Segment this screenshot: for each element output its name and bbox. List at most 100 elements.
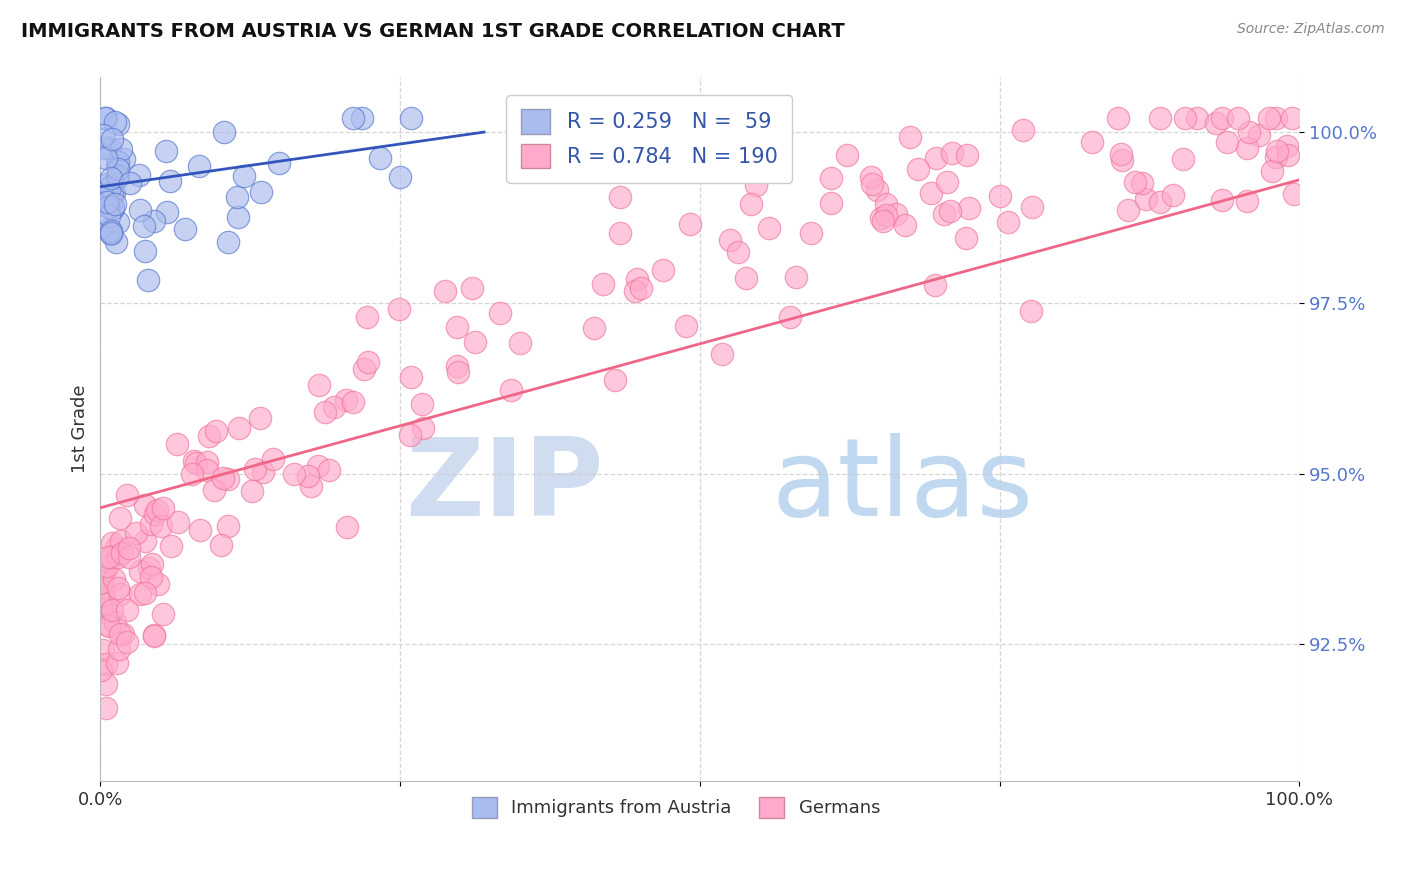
Point	[100, 141, 122, 155]
Point	[188, 523, 211, 537]
Point	[107, 550, 129, 565]
Point	[745, 178, 768, 193]
Point	[884, 207, 907, 221]
Point	[509, 335, 531, 350]
Point	[107, 215, 129, 229]
Point	[609, 226, 631, 240]
Point	[98, 180, 121, 194]
Point	[820, 196, 842, 211]
Point	[907, 162, 929, 177]
Point	[98, 200, 121, 214]
Point	[1135, 192, 1157, 206]
Point	[94, 592, 117, 607]
Point	[134, 498, 156, 512]
Point	[211, 471, 233, 485]
Point	[1275, 139, 1298, 153]
Point	[626, 272, 648, 286]
Point	[98, 209, 121, 223]
Point	[249, 411, 271, 425]
Point	[152, 500, 174, 515]
Point	[97, 618, 120, 632]
Point	[101, 132, 124, 146]
Point	[924, 277, 946, 292]
Point	[318, 463, 340, 477]
Point	[134, 244, 156, 259]
Point	[501, 383, 523, 397]
Point	[96, 677, 118, 691]
Text: IMMIGRANTS FROM AUSTRIA VS GERMAN 1ST GRADE CORRELATION CHART: IMMIGRANTS FROM AUSTRIA VS GERMAN 1ST GR…	[21, 22, 845, 41]
Point	[243, 462, 266, 476]
Point	[156, 204, 179, 219]
Point	[100, 227, 122, 242]
Point	[91, 588, 114, 602]
Point	[94, 657, 117, 671]
Point	[138, 561, 160, 575]
Point	[322, 401, 344, 415]
Point	[609, 190, 631, 204]
Point	[1249, 128, 1271, 142]
Point	[1265, 144, 1288, 158]
Point	[1236, 141, 1258, 155]
Point	[464, 334, 486, 349]
Point	[389, 169, 412, 184]
Point	[93, 605, 115, 619]
Point	[446, 359, 468, 374]
Point	[134, 219, 156, 233]
Point	[118, 550, 141, 565]
Point	[90, 186, 112, 201]
Legend: Immigrants from Austria, Germans: Immigrants from Austria, Germans	[464, 789, 887, 825]
Point	[141, 569, 163, 583]
Point	[1227, 112, 1250, 126]
Point	[155, 144, 177, 158]
Point	[1265, 112, 1288, 126]
Point	[217, 519, 239, 533]
Point	[184, 456, 207, 470]
Point	[997, 215, 1019, 229]
Point	[630, 281, 652, 295]
Point	[336, 520, 359, 534]
Point	[412, 420, 434, 434]
Point	[866, 183, 889, 197]
Point	[103, 186, 125, 200]
Point	[388, 301, 411, 316]
Point	[166, 515, 188, 529]
Point	[718, 233, 741, 247]
Point	[90, 575, 112, 590]
Point	[100, 170, 122, 185]
Point	[401, 370, 423, 384]
Point	[118, 176, 141, 190]
Point	[96, 177, 118, 191]
Point	[433, 284, 456, 298]
Point	[112, 626, 135, 640]
Point	[1258, 112, 1281, 126]
Point	[104, 235, 127, 249]
Point	[957, 201, 980, 215]
Point	[461, 281, 484, 295]
Point	[202, 483, 225, 498]
Point	[860, 177, 883, 191]
Point	[932, 207, 955, 221]
Point	[936, 175, 959, 189]
Point	[1265, 150, 1288, 164]
Point	[352, 112, 374, 126]
Point	[197, 455, 219, 469]
Point	[205, 425, 228, 439]
Point	[100, 549, 122, 564]
Point	[1107, 112, 1129, 126]
Point	[447, 365, 470, 379]
Point	[1109, 146, 1132, 161]
Point	[1277, 147, 1299, 161]
Point	[592, 277, 614, 292]
Point	[195, 463, 218, 477]
Point	[217, 472, 239, 486]
Point	[103, 615, 125, 629]
Point	[941, 145, 963, 160]
Point	[1211, 112, 1233, 126]
Point	[112, 152, 135, 166]
Point	[988, 188, 1011, 202]
Point	[399, 112, 422, 126]
Point	[217, 235, 239, 249]
Point	[93, 565, 115, 579]
Text: Source: ZipAtlas.com: Source: ZipAtlas.com	[1237, 22, 1385, 37]
Point	[100, 226, 122, 240]
